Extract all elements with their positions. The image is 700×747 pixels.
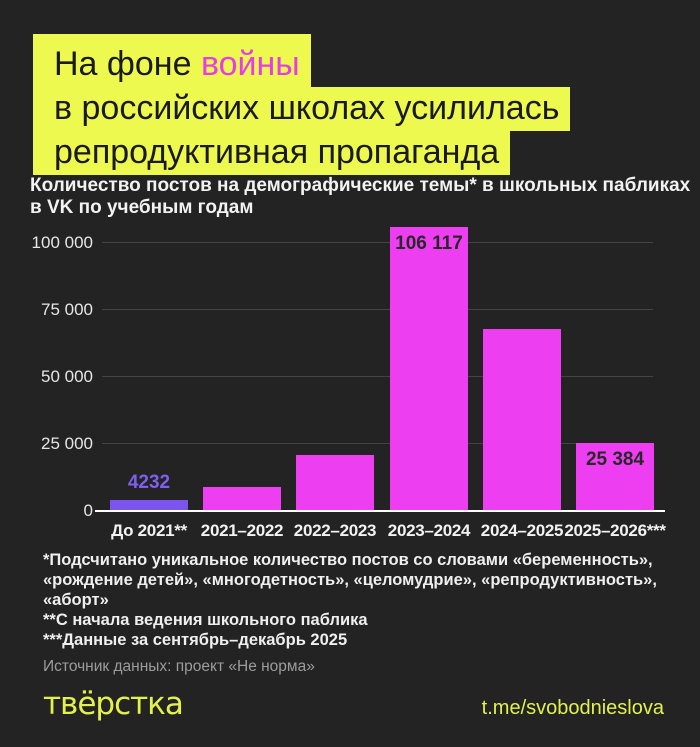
title-block: На фоне войны в российских школах усилил…: [33, 34, 571, 175]
chart-subtitle-line-1: Количество постов на демографические тем…: [30, 175, 691, 196]
x-tick-label: 2025–2026***: [564, 521, 666, 540]
bar-value-label: 4232: [127, 472, 171, 493]
source-note: Источник данных: проект «Не норма»: [43, 658, 315, 675]
title-highlight-word: войны: [200, 45, 300, 83]
bar-value-label: 106 117: [395, 233, 463, 254]
bar: [296, 455, 374, 511]
title-prefix: На фоне: [54, 45, 201, 83]
x-tick-label: 2023–2024: [387, 521, 471, 540]
footnote-line: «рождение детей», «многодетность», «цело…: [43, 571, 657, 589]
bar: [110, 500, 188, 511]
title-line-1: На фоне войны: [33, 34, 311, 87]
x-tick-label: До 2021**: [111, 521, 187, 540]
footnote-line: *Подсчитано уникальное количество постов…: [43, 551, 653, 569]
chart-subtitle-line-2: в VK по учебным годам: [30, 197, 254, 218]
x-tick-label: 2022–2023: [293, 521, 377, 540]
x-axis-line: [95, 510, 665, 512]
bar: [576, 443, 654, 511]
gridline: [102, 242, 653, 243]
bar-value-label: 25 384: [585, 449, 645, 470]
x-tick-label: 2024–2025: [480, 521, 564, 540]
y-tick-label: 0: [83, 501, 93, 520]
y-tick-label: 50 000: [41, 367, 93, 386]
title-line-2: в российских школах усилилась: [33, 87, 571, 131]
y-tick-label: 100 000: [31, 233, 93, 252]
title-line-3: репродуктивная пропаганда: [33, 131, 511, 175]
gridline: [102, 309, 653, 310]
gridline: [102, 443, 653, 444]
footnote-line: ***Данные за сентябрь–декабрь 2025: [43, 631, 348, 649]
footnotes: *Подсчитано уникальное количество постов…: [43, 550, 657, 650]
bar: [483, 329, 561, 511]
footnote-line: «аборт»: [43, 591, 109, 609]
bar: [203, 487, 281, 511]
footnote-line: **С начала ведения школьного паблика: [43, 611, 368, 629]
telegram-link: t.me/svobodnieslova: [481, 697, 664, 719]
bar: [390, 227, 468, 511]
chart-subtitle: Количество постов на демографические тем…: [30, 175, 690, 219]
y-tick-label: 25 000: [41, 434, 93, 453]
verstka-logo: твёрстка: [43, 686, 184, 722]
gridline: [102, 376, 653, 377]
y-tick-label: 75 000: [41, 300, 93, 319]
x-tick-label: 2021–2022: [200, 521, 284, 540]
